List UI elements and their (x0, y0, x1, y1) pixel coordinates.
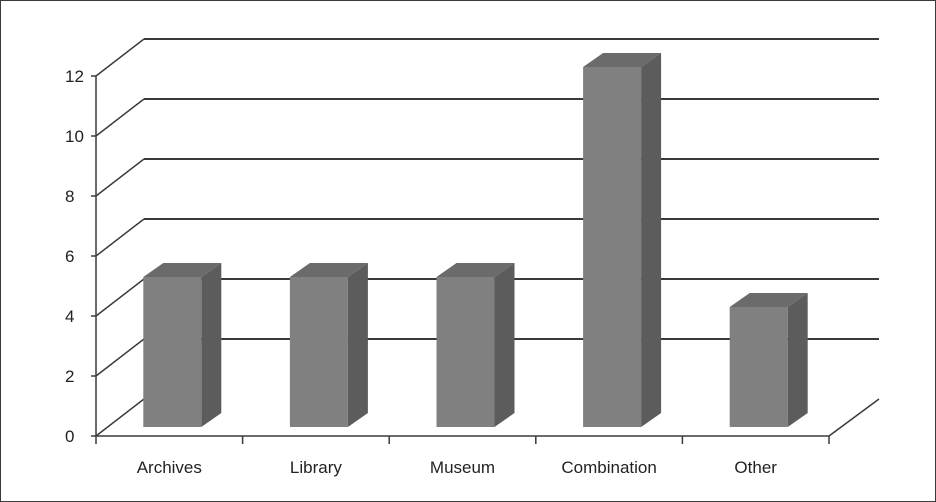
x-tick-label-archives: Archives (137, 458, 202, 477)
bar-other (729, 293, 808, 427)
bar-top-museum (436, 263, 515, 277)
gridline-diagonal-8 (95, 158, 145, 197)
y-tick-labels: 0 2 4 6 8 10 12 (65, 67, 84, 446)
bar-side-archives (201, 263, 222, 427)
x-tick-label-combination: Combination (561, 458, 656, 477)
gridlines (95, 38, 879, 437)
y-tick-label-4: 4 (65, 307, 74, 326)
bar-top-other (729, 293, 808, 307)
y-tick-label-10: 10 (65, 127, 84, 146)
floor-right-edge (828, 398, 880, 437)
y-tick-label-0: 0 (65, 427, 74, 446)
y-tick-label-12: 12 (65, 67, 84, 86)
bar-combination (583, 53, 662, 427)
x-tick-label-other: Other (734, 458, 777, 477)
bar-top-archives (143, 263, 222, 277)
axes (91, 75, 880, 444)
bar-side-library (347, 263, 368, 427)
y-tick-label-8: 8 (65, 187, 74, 206)
bar-side-museum (494, 263, 515, 427)
bar-top-combination (583, 53, 662, 67)
bar-side-other (787, 293, 808, 427)
gridline-diagonal-12 (95, 38, 145, 77)
x-tick-label-museum: Museum (430, 458, 495, 477)
bar-side-combination (641, 53, 662, 427)
bars (143, 53, 808, 427)
gridline-diagonal-6 (95, 218, 145, 257)
gridline-diagonal-0 (95, 398, 145, 437)
bar-front-combination (583, 67, 642, 427)
y-tick-label-2: 2 (65, 367, 74, 386)
bar-library (289, 263, 368, 427)
bar-top-library (289, 263, 368, 277)
bar-front-archives (143, 277, 202, 427)
bar-front-other (729, 307, 788, 427)
y-tick-label-6: 6 (65, 247, 74, 266)
gridline-diagonal-4 (95, 278, 145, 317)
gridline-diagonal-2 (95, 338, 145, 377)
x-tick-label-library: Library (290, 458, 342, 477)
x-tick-labels: Archives Library Museum Combination Other (137, 458, 778, 477)
bar-front-library (289, 277, 348, 427)
bar-front-museum (436, 277, 495, 427)
gridline-diagonal-10 (95, 98, 145, 137)
bar-museum (436, 263, 515, 427)
bar-archives (143, 263, 222, 427)
